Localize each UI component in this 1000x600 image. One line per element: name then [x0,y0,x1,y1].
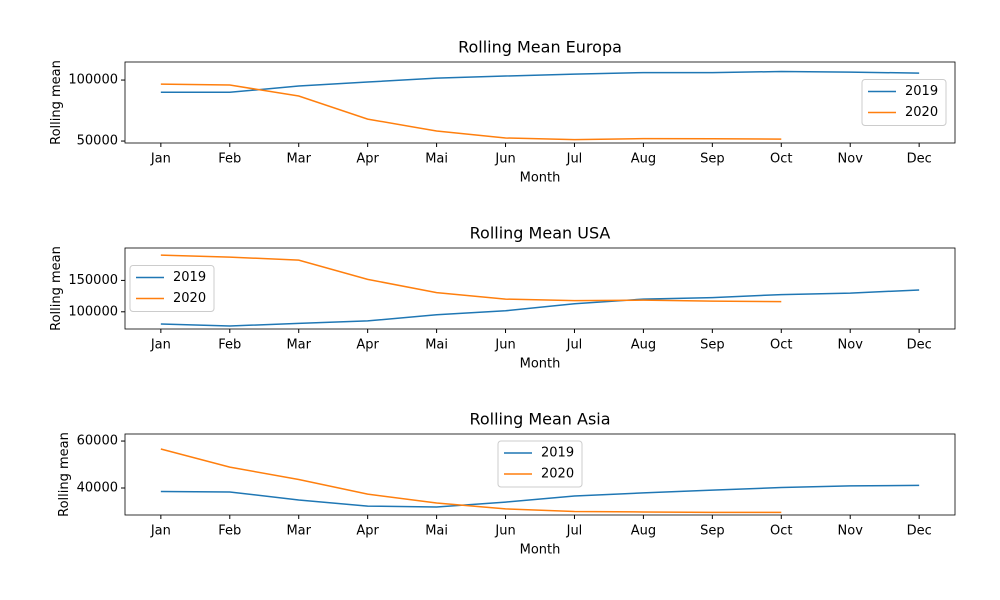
x-tick-label: Nov [838,338,864,353]
y-tick-label: 100000 [68,73,118,88]
y-axis-label: Rolling mean [57,432,72,517]
y-tick-label: 100000 [68,304,118,319]
subplot-title: Rolling Mean Asia [469,410,610,429]
x-tick-label: Mar [286,338,311,353]
x-tick-label: Feb [218,524,241,539]
y-tick-label: 40000 [77,481,118,496]
subplot: Rolling Mean Asia 40000 60000 Rolling mean J… [57,410,956,558]
x-tick-label: Aug [631,152,656,167]
legend: 2019 2020 [861,79,947,126]
subplot-title: Rolling Mean USA [470,224,611,243]
x-axis-label: Month [520,357,561,372]
x-tick-label: Feb [218,338,241,353]
series-line [160,254,782,303]
x-tick-label: Nov [838,152,864,167]
x-tick-label: Sep [700,524,725,539]
x-tick-label: Jul [566,152,583,167]
legend-label: 2019 [905,84,938,99]
legend-label: 2020 [541,467,574,482]
x-tick-label: Jul [566,524,583,539]
axes-frame [124,247,956,330]
series-line [160,289,920,327]
y-tick-label: 60000 [77,434,118,449]
series-line [160,83,782,141]
series-line [160,484,920,508]
x-tick-label: Mar [286,524,311,539]
subplot: Rolling Mean USA 100000 150000 Rolling mean… [49,224,956,372]
y-axis-label: Rolling mean [49,246,64,331]
x-tick-label: Jun [494,524,515,539]
x-axis-label: Month [520,171,561,186]
x-tick-label: Oct [770,152,792,167]
y-tick-label: 50000 [77,134,118,149]
y-axis-label: Rolling mean [49,60,64,145]
x-tick-label: Aug [631,524,656,539]
x-tick-label: Dec [907,152,932,167]
x-tick-label: Jan [150,152,171,167]
legend-label: 2019 [173,270,206,285]
x-tick-label: Aug [631,338,656,353]
x-tick-label: Mai [425,338,448,353]
x-tick-label: Sep [700,152,725,167]
x-tick-label: Jan [150,338,171,353]
x-tick-label: Dec [907,524,932,539]
x-tick-label: Feb [218,152,241,167]
x-tick-label: Mai [425,524,448,539]
subplot: Rolling Mean Europa 50000 100000 Rolling me… [49,38,956,186]
x-tick-label: Jun [494,338,515,353]
axes-frame [124,61,956,144]
x-tick-label: Apr [356,338,379,353]
x-tick-label: Nov [838,524,864,539]
x-tick-label: Apr [356,524,379,539]
y-tick-label: 150000 [68,273,118,288]
series-line [160,70,920,94]
x-tick-label: Oct [770,524,792,539]
legend-label: 2020 [173,291,206,306]
legend: 2019 2020 [497,440,583,488]
x-tick-label: Jul [566,338,583,353]
x-tick-label: Jan [150,524,171,539]
x-tick-label: Mar [286,152,311,167]
legend: 2019 2020 [129,265,215,312]
x-tick-label: Apr [356,152,379,167]
legend-label: 2020 [905,105,938,120]
x-axis-label: Month [520,543,561,558]
x-tick-label: Oct [770,338,792,353]
axes-frame [124,433,956,516]
x-tick-label: Dec [907,338,932,353]
legend-label: 2019 [541,446,574,461]
series-line [160,448,782,514]
x-tick-label: Jun [494,152,515,167]
subplot-title: Rolling Mean Europa [458,38,622,57]
x-tick-label: Mai [425,152,448,167]
x-tick-label: Sep [700,338,725,353]
